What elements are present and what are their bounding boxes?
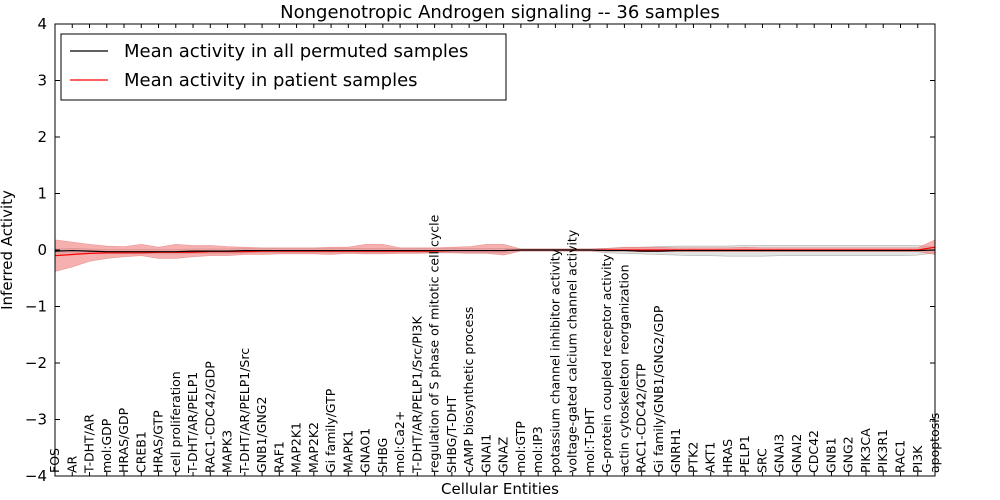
- x-tick-label: actin cytoskeleton reorganization: [616, 264, 631, 473]
- x-tick-label: MAPK1: [340, 430, 355, 473]
- confidence-bands: [54, 239, 936, 272]
- x-tick-label: mol:T-DHT: [582, 407, 597, 473]
- x-tick-label: RAC1: [892, 440, 907, 473]
- x-tick-label: mol:GTP: [513, 421, 528, 473]
- y-axis: 4 3 2 1 0 −1 −2 −3 −4: [25, 15, 935, 485]
- x-tick-label: GNG2: [841, 436, 856, 473]
- x-tick-label: MAP2K1: [289, 422, 304, 473]
- x-tick-label: PIK3CA: [858, 428, 873, 473]
- x-tick-label: cell proliferation: [168, 371, 183, 473]
- x-tick-label: CDC42: [806, 430, 821, 473]
- legend: Mean activity in all permuted samples Me…: [60, 33, 507, 101]
- x-tick-label: PI3K: [910, 445, 925, 473]
- x-tick-label: potassium channel inhibitor activity: [547, 248, 562, 473]
- x-tick-label: RAC1-CDC42/GTP: [634, 363, 649, 473]
- y-tick-label: −2: [25, 354, 47, 372]
- x-tick-label: T-DHT/AR/PELP1/Src/PI3K: [409, 316, 424, 474]
- x-tick-label: T-DHT/AR/PELP1/Src: [237, 348, 252, 474]
- x-tick-label: Gi family/GNB1/GNG2/GDP: [651, 305, 666, 473]
- y-tick-label: 1: [37, 185, 47, 203]
- y-tick-label: 2: [37, 128, 47, 146]
- x-tick-label: SRC: [754, 448, 769, 473]
- y-axis-title: Inferred Activity: [0, 190, 16, 310]
- y-tick-label: −4: [25, 467, 47, 485]
- x-tick-label: GNRH1: [668, 428, 683, 473]
- x-tick-label: HRAS/GDP: [116, 407, 131, 473]
- x-tick-label: HRAS/GTP: [151, 410, 166, 473]
- y-tick-label: −1: [25, 298, 47, 316]
- x-tick-label: SHBG/T-DHT: [444, 395, 459, 473]
- x-axis-title: Cellular Entities: [441, 480, 559, 498]
- x-tick-label: GNAI2: [789, 434, 804, 473]
- x-tick-label: GNB1/GNG2: [254, 397, 269, 473]
- line-series-0: [54, 249, 936, 253]
- x-tick-label: GNAZ: [496, 437, 511, 473]
- x-tick-label: MAPK3: [220, 430, 235, 473]
- x-tick-label: RAC1-CDC42/GDP: [202, 361, 217, 473]
- x-tick-label: SHBG: [375, 438, 390, 473]
- x-tick-label: mol:Ca2+: [392, 411, 407, 473]
- x-tick-label: GNAO1: [358, 428, 373, 473]
- x-tick-label: Gi family/GTP: [323, 388, 338, 473]
- x-tick-label: FOS: [47, 448, 62, 473]
- series-lines: [54, 246, 936, 257]
- y-tick-label: 3: [37, 72, 47, 90]
- legend-label-permuted: Mean activity in all permuted samples: [124, 41, 468, 62]
- x-tick-label: AKT1: [703, 442, 718, 473]
- x-tick-label: apoptosis: [927, 413, 942, 473]
- x-tick-label: PIK3R1: [875, 429, 890, 473]
- legend-box: [60, 33, 507, 101]
- x-axis: FOS AR T-DHT/AR mol:GDP HRAS/GDP CREB1 HRAS/GT…: [47, 24, 942, 476]
- x-tick-label: T-DHT/AR/PELP1: [185, 372, 200, 474]
- x-tick-label: GNB1: [823, 437, 838, 473]
- x-tick-label: RAF1: [271, 441, 286, 473]
- x-tick-label: HRAS: [720, 439, 735, 473]
- x-tick-label: MAP2K2: [306, 422, 321, 473]
- x-tick-label: voltage-gated calcium channel activity: [565, 229, 580, 473]
- legend-label-patient: Mean activity in patient samples: [124, 70, 418, 91]
- x-tick-label: CREB1: [133, 431, 148, 473]
- chart-title: Nongenotropic Androgen signaling -- 36 s…: [280, 2, 720, 23]
- y-tick-label: 0: [37, 241, 47, 259]
- x-tick-label: mol:IP3: [530, 426, 545, 473]
- x-tick-label: G-protein coupled receptor activity: [599, 254, 614, 473]
- x-tick-label: cAMP biosynthetic process: [461, 307, 476, 473]
- x-tick-label: regulation of S phase of mitotic cell cy…: [427, 214, 442, 473]
- x-tick-label: PELP1: [737, 435, 752, 473]
- y-tick-label: −3: [25, 411, 47, 429]
- x-tick-label: T-DHT/AR: [82, 414, 97, 474]
- x-tick-label: GNAI1: [478, 434, 493, 473]
- x-tick-label: GNAI3: [772, 434, 787, 473]
- x-tick-label: PTK2: [685, 442, 700, 473]
- y-tick-label: 4: [37, 15, 47, 33]
- x-tick-label: mol:GDP: [99, 418, 114, 473]
- x-tick-label: AR: [64, 455, 79, 473]
